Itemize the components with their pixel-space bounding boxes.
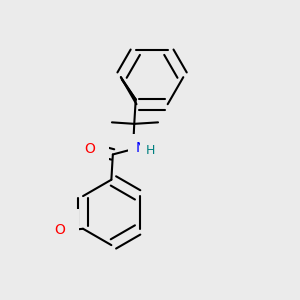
Text: N: N [135, 141, 146, 155]
Text: O: O [84, 142, 95, 155]
Text: H: H [146, 143, 155, 157]
Text: O: O [54, 223, 65, 237]
